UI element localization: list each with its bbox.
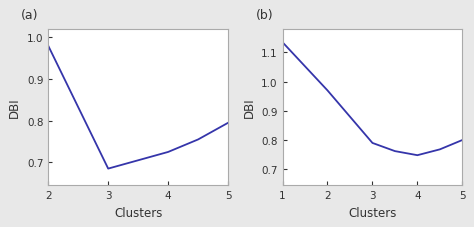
Y-axis label: DBI: DBI <box>243 97 255 118</box>
Y-axis label: DBI: DBI <box>9 97 21 118</box>
X-axis label: Clusters: Clusters <box>114 206 163 219</box>
Text: (a): (a) <box>21 9 39 22</box>
Text: (b): (b) <box>255 9 273 22</box>
X-axis label: Clusters: Clusters <box>348 206 397 219</box>
